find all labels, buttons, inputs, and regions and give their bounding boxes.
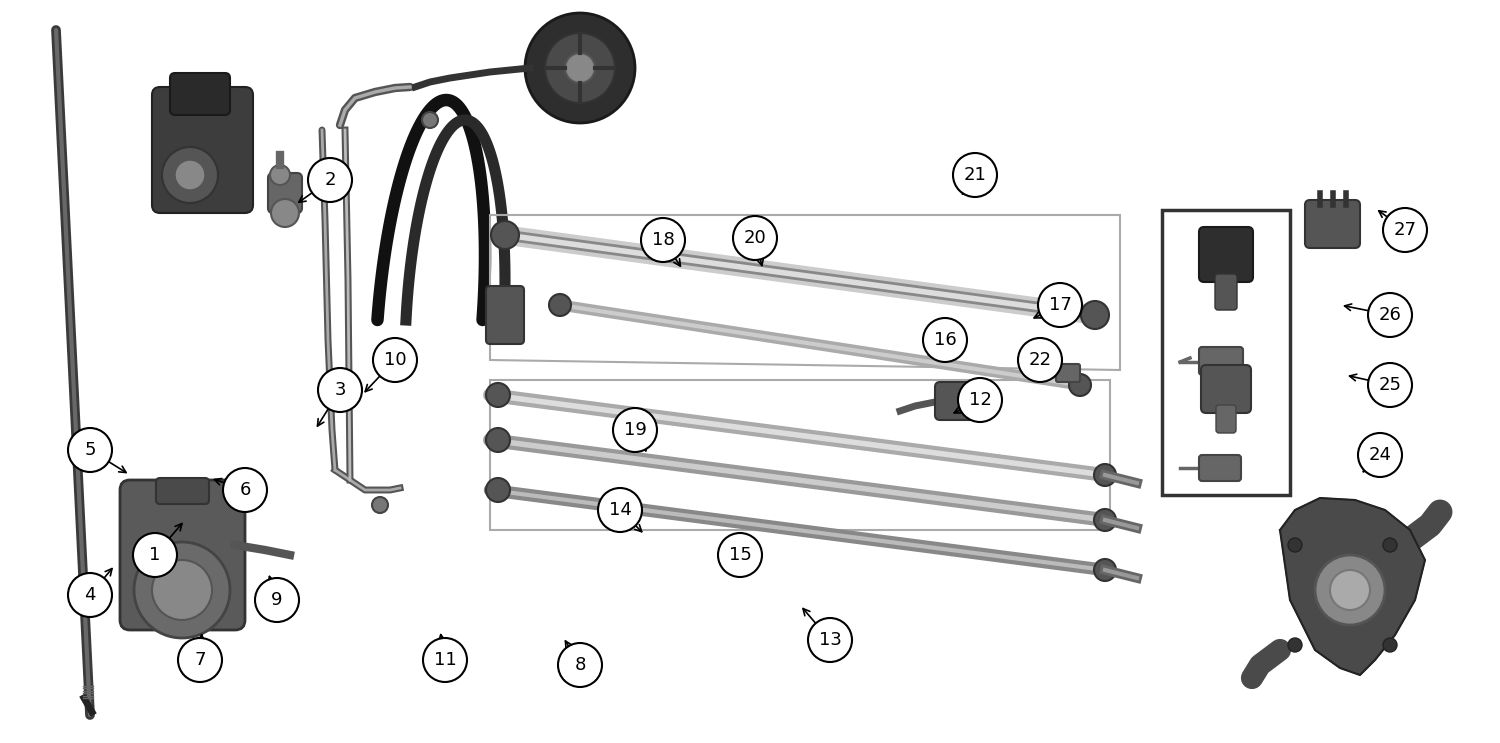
Circle shape [808, 618, 852, 662]
Text: 3: 3 [334, 381, 345, 399]
Circle shape [1288, 638, 1302, 652]
Circle shape [952, 153, 998, 197]
Text: 21: 21 [963, 166, 987, 184]
Circle shape [422, 112, 438, 128]
FancyBboxPatch shape [1056, 364, 1080, 382]
Text: 20: 20 [744, 229, 766, 247]
FancyBboxPatch shape [1215, 274, 1237, 310]
Circle shape [224, 468, 267, 512]
Circle shape [255, 578, 298, 622]
Circle shape [1019, 338, 1062, 382]
FancyBboxPatch shape [1305, 200, 1360, 248]
Text: 15: 15 [729, 546, 752, 564]
Circle shape [1383, 538, 1396, 552]
Circle shape [176, 160, 206, 190]
Circle shape [1070, 374, 1090, 396]
Circle shape [162, 147, 218, 203]
Circle shape [566, 53, 596, 83]
Text: 7: 7 [195, 651, 206, 669]
Circle shape [1383, 208, 1426, 252]
Circle shape [922, 318, 968, 362]
Text: 27: 27 [1394, 221, 1416, 239]
Circle shape [1094, 509, 1116, 531]
FancyBboxPatch shape [1198, 455, 1240, 481]
Circle shape [318, 368, 362, 412]
Text: 17: 17 [1048, 296, 1071, 314]
Circle shape [1330, 570, 1370, 610]
Text: 24: 24 [1368, 446, 1392, 464]
FancyBboxPatch shape [1202, 365, 1251, 413]
Circle shape [1094, 464, 1116, 486]
Text: 4: 4 [84, 586, 96, 604]
Text: 22: 22 [1029, 351, 1051, 369]
Circle shape [372, 497, 388, 513]
Circle shape [734, 216, 777, 260]
Circle shape [308, 158, 352, 202]
Circle shape [486, 478, 510, 502]
FancyBboxPatch shape [1198, 347, 1243, 375]
FancyBboxPatch shape [152, 87, 254, 213]
Circle shape [490, 221, 519, 249]
Circle shape [374, 338, 417, 382]
Circle shape [1368, 363, 1411, 407]
Circle shape [134, 542, 230, 638]
Circle shape [544, 33, 615, 103]
Circle shape [152, 560, 211, 620]
Circle shape [1316, 555, 1384, 625]
Circle shape [525, 13, 634, 123]
Text: 9: 9 [272, 591, 282, 609]
Circle shape [68, 573, 112, 617]
Circle shape [178, 638, 222, 682]
Text: 12: 12 [969, 391, 992, 409]
FancyBboxPatch shape [1198, 227, 1252, 282]
Text: 2: 2 [324, 171, 336, 189]
Circle shape [718, 533, 762, 577]
Text: 25: 25 [1378, 376, 1401, 394]
Circle shape [1288, 538, 1302, 552]
Text: 10: 10 [384, 351, 406, 369]
Bar [1162, 210, 1290, 495]
Text: 13: 13 [819, 631, 842, 649]
Circle shape [270, 165, 290, 185]
Circle shape [1082, 301, 1108, 329]
Circle shape [68, 428, 112, 472]
FancyBboxPatch shape [486, 286, 524, 344]
Circle shape [1038, 283, 1082, 327]
Text: 1: 1 [150, 546, 160, 564]
Circle shape [486, 383, 510, 407]
Circle shape [423, 638, 466, 682]
Circle shape [958, 378, 1002, 422]
Circle shape [486, 428, 510, 452]
Text: 5: 5 [84, 441, 96, 459]
FancyBboxPatch shape [1216, 405, 1236, 433]
FancyBboxPatch shape [268, 173, 302, 213]
Circle shape [1368, 293, 1411, 337]
Circle shape [614, 408, 657, 452]
Text: 8: 8 [574, 656, 585, 674]
Circle shape [134, 533, 177, 577]
Text: 18: 18 [651, 231, 675, 249]
Text: 11: 11 [433, 651, 456, 669]
Polygon shape [1280, 498, 1425, 675]
Text: 14: 14 [609, 501, 631, 519]
Circle shape [640, 218, 686, 262]
FancyBboxPatch shape [156, 478, 209, 504]
FancyBboxPatch shape [170, 73, 230, 115]
Circle shape [1094, 559, 1116, 581]
Text: 26: 26 [1378, 306, 1401, 324]
Circle shape [558, 643, 602, 687]
FancyBboxPatch shape [120, 480, 244, 630]
Circle shape [549, 294, 572, 316]
Circle shape [1383, 638, 1396, 652]
FancyBboxPatch shape [934, 382, 982, 420]
Text: 16: 16 [933, 331, 957, 349]
Text: 6: 6 [240, 481, 250, 499]
Circle shape [1358, 433, 1402, 477]
Circle shape [598, 488, 642, 532]
Text: 19: 19 [624, 421, 646, 439]
Circle shape [272, 199, 298, 227]
